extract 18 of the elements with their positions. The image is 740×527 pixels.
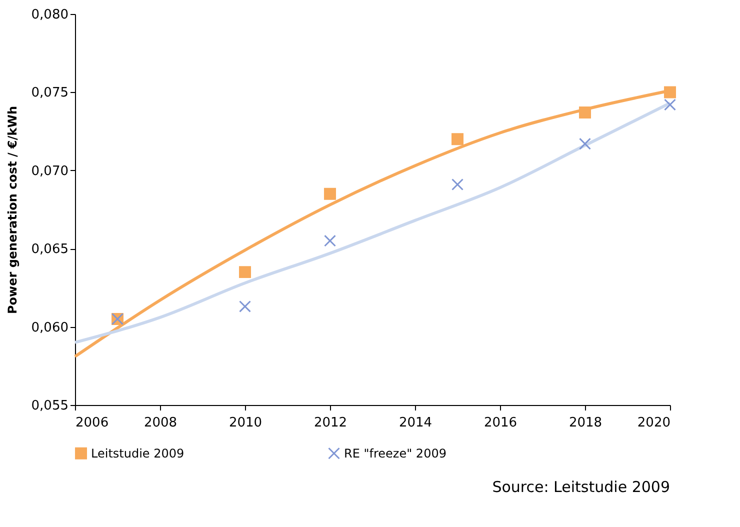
x-tick-label: 2006 <box>76 416 109 430</box>
y-axis-title: Power generation cost / €/kWh <box>5 106 20 314</box>
x-tick-label: 2008 <box>144 416 178 430</box>
x-tick-label: 2012 <box>314 416 348 430</box>
source-note: Source: Leitstudie 2009 <box>492 478 670 496</box>
legend-label: Leitstudie 2009 <box>91 446 184 460</box>
y-tick-label: 0,060 <box>31 320 68 336</box>
y-tick-label: 0,080 <box>31 8 68 22</box>
x-tick-label: 2010 <box>228 416 262 430</box>
x-tick-label: 2020 <box>637 416 670 430</box>
y-tick-label: 0,065 <box>31 242 68 258</box>
x-tick-label: 2018 <box>568 416 602 430</box>
y-tick-label: 0,070 <box>31 164 68 179</box>
y-tick-label: 0,075 <box>31 86 68 101</box>
x-tick-label: 2016 <box>484 416 518 430</box>
x-tick-label: 2014 <box>398 416 432 430</box>
y-tick-label: 0,055 <box>31 398 68 414</box>
legend-label: RE "freeze" 2009 <box>344 446 446 460</box>
